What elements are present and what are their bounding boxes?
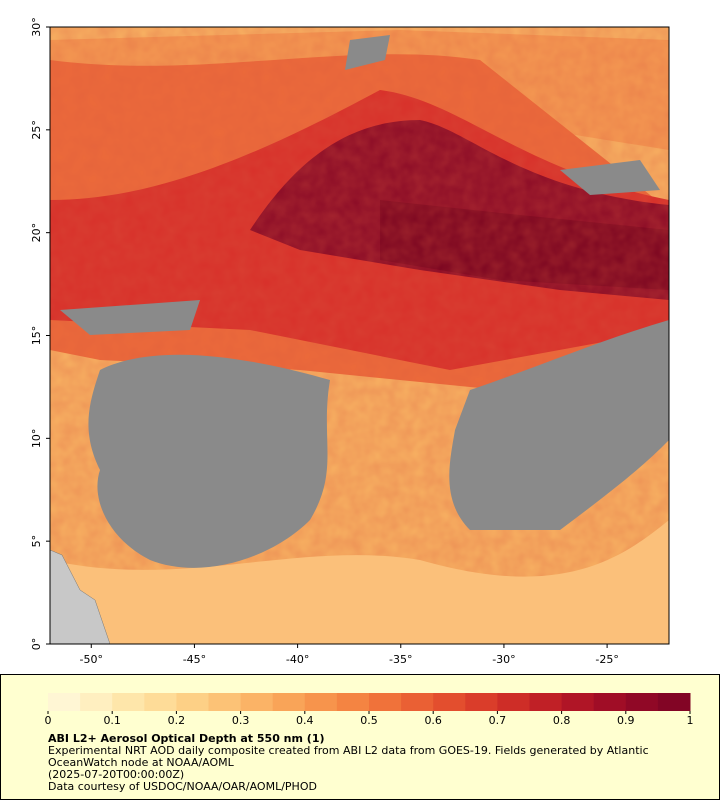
x-tick-label: -30° bbox=[492, 653, 515, 666]
colorbar-bin bbox=[497, 693, 530, 711]
legend-panel: 0 0.1 0.2 0.3 0.4 0.5 0.6 0.7 0.8 0.9 1 ABI L2+ Ae… bbox=[0, 674, 720, 800]
colorbar-bin bbox=[465, 693, 498, 711]
colorbar: 0 0.1 0.2 0.3 0.4 0.5 0.6 0.7 0.8 0.9 1 bbox=[45, 693, 694, 727]
colorbar-tick-label: 0.6 bbox=[424, 714, 442, 727]
colorbar-bin bbox=[336, 693, 370, 711]
colorbar-tick-label: 0.8 bbox=[553, 714, 571, 727]
colorbar-bin bbox=[625, 693, 659, 711]
colorbar-tick-label: 1 bbox=[687, 714, 694, 727]
y-tick-label: 30° bbox=[30, 17, 43, 37]
colorbar-bin bbox=[369, 693, 402, 711]
colorbar-bin bbox=[144, 693, 177, 711]
colorbar-bin bbox=[80, 693, 113, 711]
colorbar-bin bbox=[657, 693, 691, 711]
y-tick-label: 25° bbox=[30, 120, 43, 140]
x-tick-label: -40° bbox=[286, 653, 309, 666]
colorbar-bin bbox=[561, 693, 595, 711]
colorbar-bin bbox=[272, 693, 306, 711]
colorbar-bin bbox=[433, 693, 466, 711]
description: Experimental NRT AOD daily composite cre… bbox=[48, 744, 649, 769]
colorbar-bin bbox=[240, 693, 274, 711]
y-tick-label: 20° bbox=[30, 223, 43, 243]
timestamp: (2025-07-20T00:00:00Z) bbox=[48, 768, 185, 781]
y-tick-label: 0° bbox=[30, 638, 43, 651]
colorbar-tick-label: 0.9 bbox=[617, 714, 635, 727]
y-tick-label: 5° bbox=[30, 535, 43, 548]
colorbar-bin bbox=[112, 693, 145, 711]
colorbar-tick-label: 0.3 bbox=[232, 714, 250, 727]
colorbar-tick-label: 0.4 bbox=[296, 714, 314, 727]
colorbar-bin bbox=[593, 693, 627, 711]
y-tick-label: 10° bbox=[30, 429, 43, 449]
credit: Data courtesy of USDOC/NOAA/OAR/AOML/PHO… bbox=[48, 780, 317, 793]
colorbar-bin bbox=[176, 693, 209, 711]
colorbar-bin bbox=[208, 693, 242, 711]
colorbar-tick-label: 0.7 bbox=[489, 714, 507, 727]
x-tick-label: -45° bbox=[183, 653, 206, 666]
colorbar-tick-label: 0 bbox=[45, 714, 52, 727]
colorbar-bin bbox=[529, 693, 563, 711]
x-tick-label: -25° bbox=[595, 653, 618, 666]
colorbar-bin bbox=[48, 693, 81, 711]
y-tick-label: 15° bbox=[30, 326, 43, 346]
colorbar-bin bbox=[304, 693, 338, 711]
colorbar-tick-label: 0.5 bbox=[360, 714, 378, 727]
colorbar-tick-label: 0.2 bbox=[168, 714, 186, 727]
title: ABI L2+ Aerosol Optical Depth at 550 nm … bbox=[48, 732, 325, 745]
x-tick-label: -35° bbox=[389, 653, 412, 666]
colorbar-bin bbox=[401, 693, 434, 711]
colorbar-tick-label: 0.1 bbox=[103, 714, 121, 727]
map-figure: -50° -45° -40° -35° -30° -25° 0° 5° 10° 15° 20° 25°… bbox=[30, 17, 670, 666]
map-image bbox=[50, 27, 669, 644]
x-tick-label: -50° bbox=[80, 653, 103, 666]
